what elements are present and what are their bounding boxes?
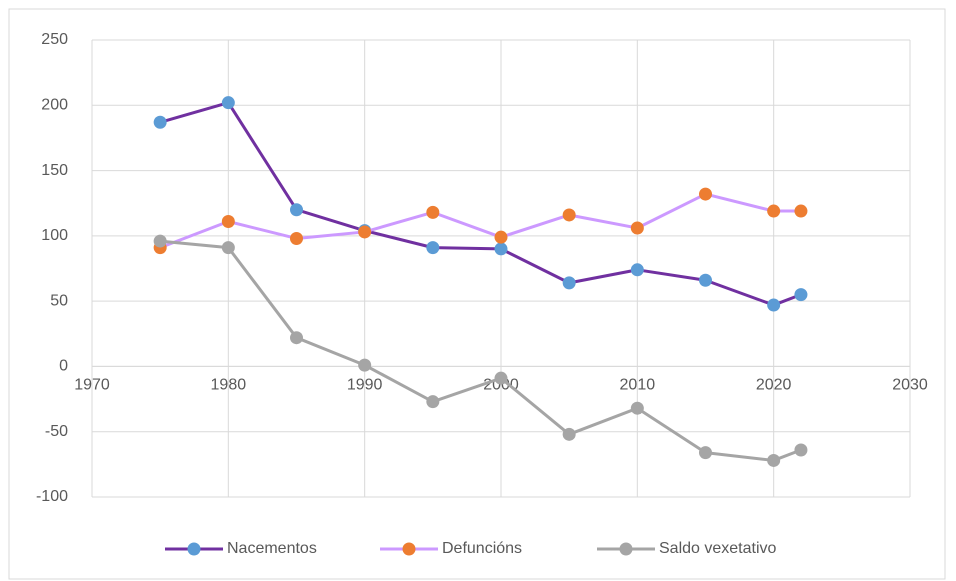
marker: [426, 241, 440, 255]
marker: [767, 298, 781, 312]
marker: [426, 395, 440, 409]
y-tick-label: 100: [41, 227, 68, 244]
x-tick-label: 2030: [892, 377, 928, 394]
marker: [426, 205, 440, 219]
x-tick-label: 1970: [74, 377, 110, 394]
marker: [699, 187, 712, 201]
y-tick-label: -100: [36, 488, 68, 505]
marker: [767, 204, 781, 218]
marker: [358, 358, 372, 372]
marker: [699, 446, 712, 460]
x-tick-label: 2020: [756, 377, 792, 394]
marker: [562, 208, 576, 222]
legend-label: Nacementos: [227, 540, 317, 557]
y-tick-label: 0: [59, 358, 68, 375]
marker: [630, 263, 644, 277]
marker: [562, 276, 576, 290]
marker: [699, 273, 712, 287]
x-tick-label: 2010: [620, 377, 656, 394]
y-tick-label: 200: [41, 97, 68, 114]
marker: [494, 371, 508, 385]
marker: [630, 221, 644, 235]
legend-marker: [619, 542, 633, 556]
y-tick-label: -50: [45, 423, 68, 440]
marker: [290, 203, 303, 217]
legend-marker: [187, 542, 201, 556]
marker: [794, 443, 808, 457]
marker: [630, 401, 644, 415]
chart-border: [8, 8, 946, 580]
marker: [221, 214, 235, 228]
marker: [153, 234, 167, 248]
x-tick-label: 1990: [347, 377, 383, 394]
marker: [153, 115, 167, 129]
legend-marker: [402, 542, 416, 556]
legend-label: Saldo vexetativo: [659, 540, 777, 557]
marker: [562, 427, 576, 441]
marker: [221, 241, 235, 255]
marker: [358, 225, 372, 239]
marker: [290, 331, 303, 345]
x-tick-label: 1980: [211, 377, 247, 394]
y-tick-label: 150: [41, 162, 68, 179]
y-tick-label: 50: [50, 292, 68, 309]
legend-label: Defuncións: [442, 540, 522, 557]
marker: [794, 288, 808, 302]
marker: [494, 242, 508, 256]
marker: [290, 231, 303, 245]
y-tick-label: 250: [41, 31, 68, 48]
marker: [767, 453, 781, 467]
marker: [221, 96, 235, 110]
marker: [494, 230, 508, 244]
marker: [794, 204, 808, 218]
